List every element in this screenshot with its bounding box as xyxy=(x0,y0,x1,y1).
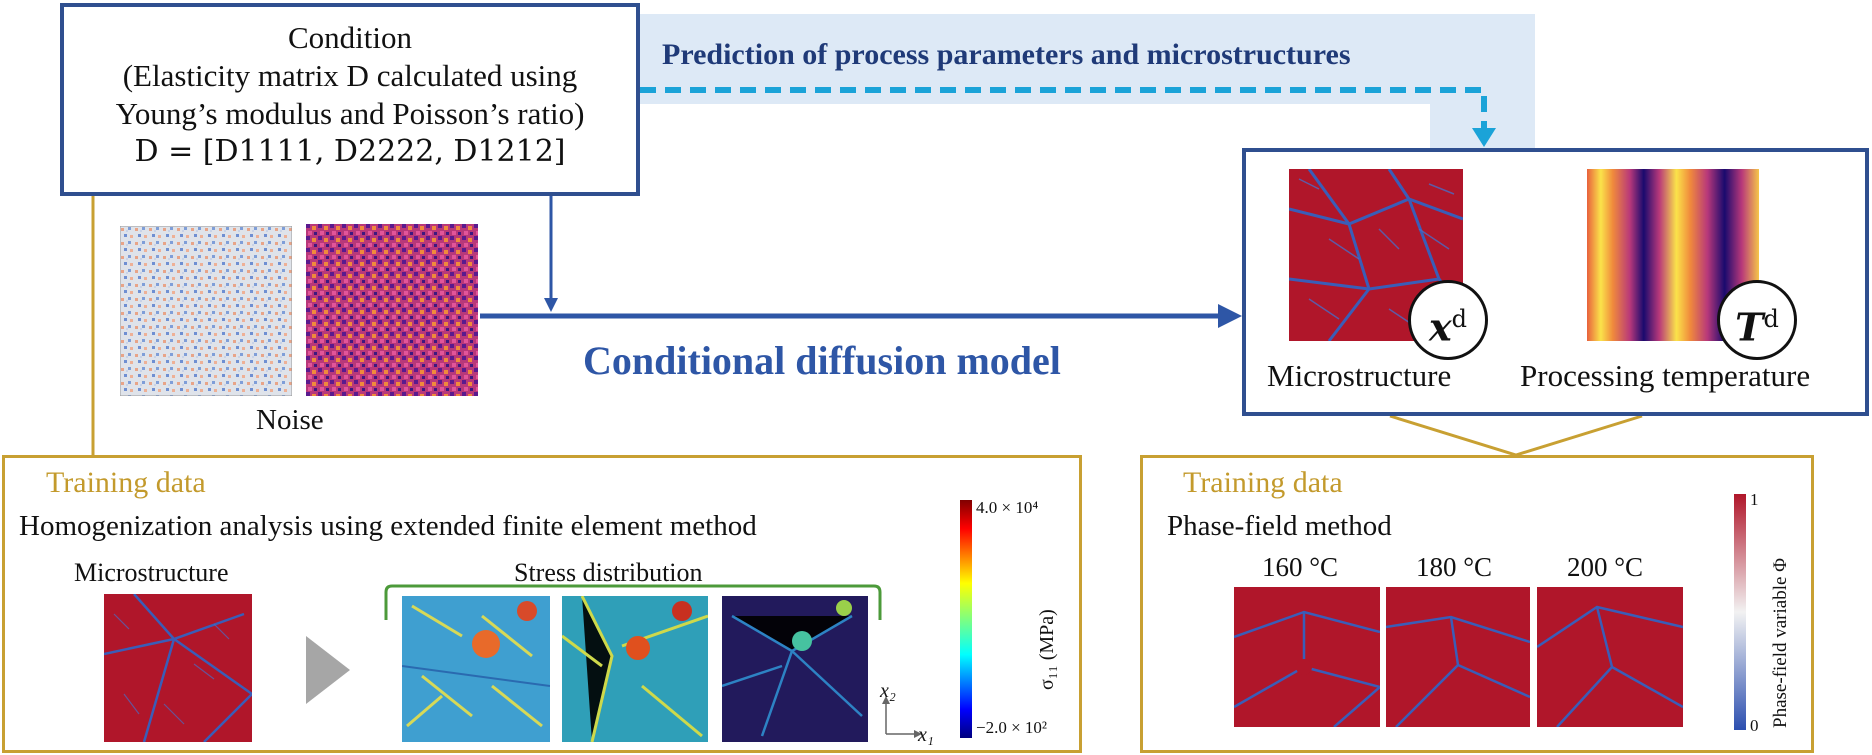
noise-image-light xyxy=(120,226,292,396)
training-left-microstructure-image xyxy=(104,594,252,742)
prediction-dashed-arrow xyxy=(640,87,1487,130)
output-t-sup: d xyxy=(1763,305,1779,333)
training-left-heading: Training data xyxy=(46,466,206,499)
stress-colorbar-min: −2.0 × 10² xyxy=(976,718,1048,737)
stress-image-2 xyxy=(562,596,708,742)
condition-title: Condition xyxy=(287,20,412,55)
gold-connector-right xyxy=(1389,414,1643,457)
training-right-title: Phase-field method xyxy=(1167,510,1392,542)
condition-formula: D = [D1111, D2222, D1212] xyxy=(134,134,566,169)
output-x-badge: xd xyxy=(1408,280,1488,360)
phase-field-160-image xyxy=(1234,587,1380,727)
noise-label: Noise xyxy=(256,404,324,436)
training-left-micro-label: Microstructure xyxy=(74,558,229,587)
axis-x-label: x₁ xyxy=(918,724,934,746)
condition-line1: (Elasticity matrix D calculated using xyxy=(122,58,578,93)
model-label: Conditional diffusion model xyxy=(583,338,1061,383)
stress-image-1 xyxy=(402,596,550,742)
axis-indicator xyxy=(882,696,922,738)
prediction-label: Prediction of process parameters and mic… xyxy=(662,38,1351,71)
stress-colorbar-max: 4.0 × 10⁴ xyxy=(976,498,1039,517)
prediction-arrowhead xyxy=(1472,128,1496,147)
phase-field-180-image xyxy=(1386,587,1530,727)
temp-label-200: 200 °C xyxy=(1567,552,1644,582)
phase-colorbar xyxy=(1734,494,1746,730)
stress-distribution-label: Stress distribution xyxy=(514,558,703,587)
phase-colorbar-axis: Phase-field variable Φ xyxy=(1770,557,1791,728)
main-arrowhead xyxy=(1218,304,1242,328)
condition-box: Condition (Elasticity matrix D calculate… xyxy=(60,3,640,196)
output-t-badge: Td xyxy=(1717,280,1797,360)
stress-image-3 xyxy=(722,596,868,742)
temp-label-160: 160 °C xyxy=(1262,552,1339,582)
phase-colorbar-max: 1 xyxy=(1750,490,1759,509)
output-microstructure-label: Microstructure xyxy=(1267,358,1452,393)
stress-colorbar-axis: σ₁₁ (MPa) xyxy=(1036,609,1058,690)
process-arrow-icon xyxy=(306,636,350,704)
noise-image-plasma xyxy=(306,224,478,396)
prediction-highlight xyxy=(640,14,1535,148)
output-x-sup: d xyxy=(1451,305,1468,333)
condition-down-arrowhead xyxy=(544,298,558,312)
training-left-title: Homogenization analysis using extended f… xyxy=(19,510,757,542)
output-t-symbol: T xyxy=(1735,304,1764,350)
output-x-symbol: x xyxy=(1428,304,1452,350)
stress-brace xyxy=(384,584,882,620)
stress-colorbar xyxy=(960,500,972,738)
training-right-heading: Training data xyxy=(1183,466,1343,499)
condition-line2: Young’s modulus and Poisson’s ratio) xyxy=(115,96,585,131)
temp-label-180: 180 °C xyxy=(1416,552,1493,582)
output-processing-label: Processing temperature xyxy=(1520,358,1811,393)
axis-y-label: x₂ xyxy=(880,680,896,702)
phase-colorbar-min: 0 xyxy=(1750,716,1759,735)
phase-field-200-image xyxy=(1537,587,1683,727)
